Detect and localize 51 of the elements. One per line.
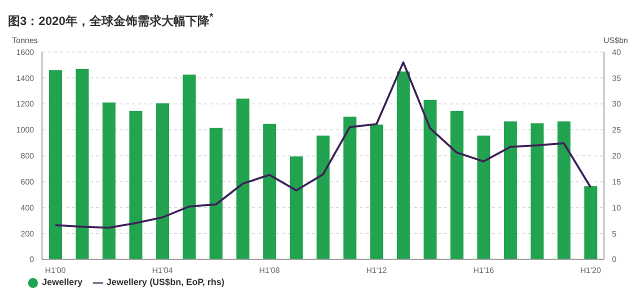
y-tick-label: 0 xyxy=(30,255,35,264)
y-tick-label: 1000 xyxy=(16,126,35,135)
y2-axis-title: US$bn xyxy=(604,36,628,45)
y2-tick-label: 40 xyxy=(612,48,622,57)
legend-label: Jewellery xyxy=(42,277,83,288)
bar xyxy=(530,123,544,260)
bar xyxy=(76,68,89,260)
bar xyxy=(557,121,570,260)
y-axis-title: Tonnes xyxy=(12,36,38,45)
x-tick-label: H1'04 xyxy=(152,266,174,276)
y2-tick-label: 35 xyxy=(612,74,622,83)
x-tick-label: H1'08 xyxy=(259,266,280,276)
bar xyxy=(236,98,250,260)
bar xyxy=(504,121,517,260)
legend-label: Jewellery (US$bn, EoP, rhs) xyxy=(106,277,224,288)
y-tick-label: 1400 xyxy=(16,74,35,83)
x-tick-label: H1'12 xyxy=(366,266,388,276)
bar xyxy=(424,100,437,260)
bar xyxy=(584,186,598,260)
bar xyxy=(396,71,410,260)
bar xyxy=(182,74,196,260)
bar xyxy=(210,128,223,260)
y-tick-label: 200 xyxy=(20,229,35,238)
bar xyxy=(156,103,170,260)
y2-tick-label: 25 xyxy=(612,126,622,135)
x-tick-label: H1'00 xyxy=(45,266,66,276)
bar xyxy=(290,156,303,260)
y2-tick-label: 30 xyxy=(612,100,622,109)
bar xyxy=(343,116,356,260)
bar xyxy=(477,136,490,260)
y2-tick-label: 0 xyxy=(612,255,617,264)
bar xyxy=(316,136,330,260)
y-tick-label: 1600 xyxy=(16,48,35,57)
y-tick-label: 600 xyxy=(20,177,35,186)
x-tick-label: H1'20 xyxy=(580,266,602,276)
bar xyxy=(450,110,464,260)
y2-tick-label: 15 xyxy=(612,177,622,186)
y-tick-label: 400 xyxy=(20,203,35,212)
bar xyxy=(370,124,384,260)
bar xyxy=(129,110,142,260)
y-tick-label: 800 xyxy=(20,152,35,161)
line-series xyxy=(54,61,592,229)
y2-tick-label: 10 xyxy=(612,203,622,212)
y-tick-label: 1200 xyxy=(16,100,35,109)
bar xyxy=(263,124,276,260)
y2-tick-label: 5 xyxy=(612,229,617,238)
x-tick-label: H1'16 xyxy=(473,266,494,276)
y2-tick-label: 20 xyxy=(612,152,622,161)
bar xyxy=(49,70,62,260)
bar xyxy=(102,102,116,260)
chart-title: 图3：2020年，全球金饰需求大幅下降$^{*}$ xyxy=(8,12,214,28)
